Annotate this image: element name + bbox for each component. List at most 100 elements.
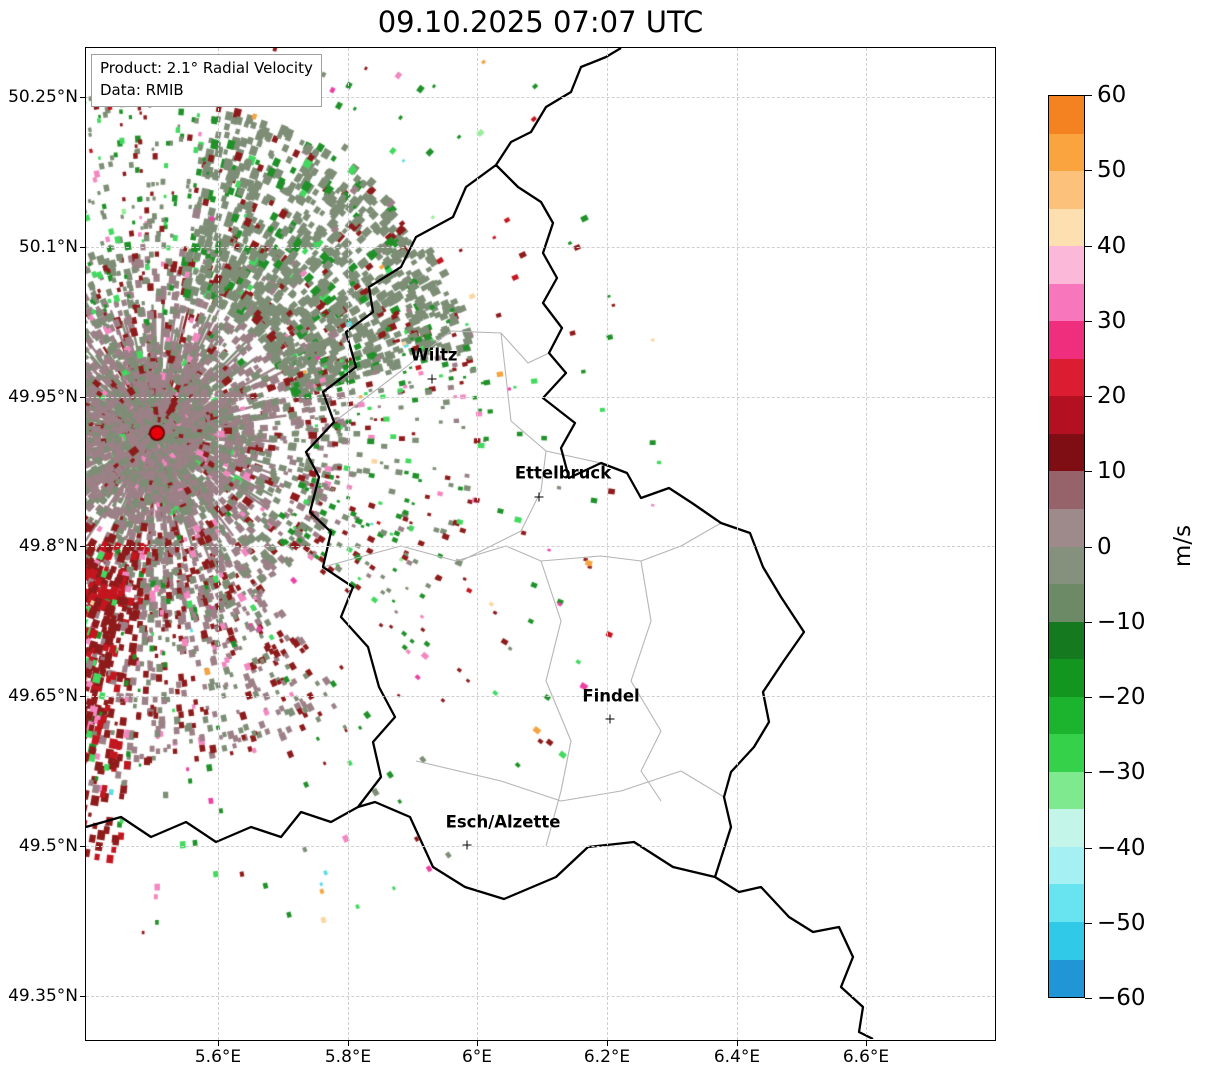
colorbar-segment xyxy=(1049,621,1084,660)
colorbar-tick-label: 30 xyxy=(1097,307,1127,334)
x-tick-mark xyxy=(218,1041,220,1046)
x-tick-mark xyxy=(737,1041,739,1046)
colorbar-tick-mark xyxy=(1085,621,1092,623)
colorbar-tick-mark xyxy=(1085,396,1092,398)
y-tick-label: 50.25°N xyxy=(8,87,78,107)
plot-area xyxy=(85,47,996,1041)
colorbar-tick-mark xyxy=(1085,697,1092,699)
gridline-vertical xyxy=(477,48,478,1040)
city-label-findel: Findel xyxy=(582,686,640,706)
colorbar-segment xyxy=(1049,696,1084,735)
legend-data-line: Data: RMIB xyxy=(100,80,184,99)
gridline-vertical xyxy=(348,48,349,1040)
city-label-wiltz: Wiltz xyxy=(410,345,458,365)
colorbar-tick-label: 40 xyxy=(1097,232,1127,259)
colorbar-segment xyxy=(1049,433,1084,472)
colorbar-tick-label: 20 xyxy=(1097,383,1127,409)
plot-title: 09.10.2025 07:07 UTC xyxy=(377,5,704,39)
colorbar-tick-mark xyxy=(1085,320,1092,322)
y-tick-label: 49.95°N xyxy=(8,387,78,407)
colorbar-tick-mark xyxy=(1085,998,1092,1000)
colorbar-segment xyxy=(1049,171,1084,209)
y-tick-label: 49.5°N xyxy=(18,836,78,856)
city-marker-esch-alzette xyxy=(462,840,472,850)
colorbar-tick-label: −10 xyxy=(1097,608,1146,635)
y-tick-label: 49.65°N xyxy=(8,686,78,706)
y-tick-mark xyxy=(80,397,85,399)
x-tick-mark xyxy=(866,1041,868,1046)
colorbar-segment xyxy=(1049,809,1084,847)
x-tick-mark xyxy=(348,1041,350,1046)
colorbar-tick-label: −60 xyxy=(1097,985,1146,1011)
colorbar-segment xyxy=(1049,358,1084,397)
colorbar-tick-mark xyxy=(1085,546,1092,548)
colorbar-tick-label: −30 xyxy=(1097,759,1146,786)
colorbar-segment xyxy=(1049,846,1084,885)
y-tick-mark xyxy=(80,247,85,249)
colorbar-segment xyxy=(1049,546,1084,585)
colorbar-tick-label: 60 xyxy=(1097,82,1127,108)
city-label-ettelbruck: Ettelbruck xyxy=(514,463,612,483)
y-tick-label: 50.1°N xyxy=(18,237,78,257)
colorbar-tick-label: −20 xyxy=(1097,684,1146,710)
gridline-vertical xyxy=(737,48,738,1040)
gridline-horizontal xyxy=(86,397,995,398)
city-marker-wiltz xyxy=(427,374,437,384)
gridline-horizontal xyxy=(86,247,995,248)
gridline-horizontal xyxy=(86,996,995,997)
district-border-path xyxy=(322,330,725,847)
colorbar-segment xyxy=(1049,471,1084,510)
colorbar-tick-label: 10 xyxy=(1097,458,1127,485)
map-borders-svg xyxy=(86,48,874,1039)
colorbar-segment xyxy=(1049,96,1084,134)
gridline-vertical xyxy=(866,48,867,1040)
colorbar-tick-mark xyxy=(1085,170,1092,172)
colorbar-segment xyxy=(1049,884,1084,923)
colorbar-tick-mark xyxy=(1085,922,1092,924)
y-tick-mark xyxy=(80,846,85,848)
legend-product-line: Product: 2.1° Radial Velocity xyxy=(100,59,313,77)
x-tick-label: 6.4°E xyxy=(713,1047,761,1067)
x-tick-label: 5.8°E xyxy=(324,1047,372,1067)
country-border-path xyxy=(86,48,874,1039)
colorbar-tick-mark xyxy=(1085,245,1092,247)
x-tick-mark xyxy=(477,1041,479,1046)
colorbar-segment xyxy=(1049,283,1084,322)
colorbar-segment xyxy=(1049,922,1084,960)
y-tick-label: 49.35°N xyxy=(8,986,78,1006)
colorbar-segment xyxy=(1049,246,1084,284)
city-marker-ettelbruck xyxy=(534,492,544,502)
gridline-horizontal xyxy=(86,696,995,697)
gridline-horizontal xyxy=(86,846,995,847)
y-tick-mark xyxy=(80,97,85,99)
gridline-vertical xyxy=(218,48,219,1040)
colorbar-tick-label: 0 xyxy=(1097,533,1112,560)
y-tick-label: 49.8°N xyxy=(18,536,78,556)
colorbar-segment xyxy=(1049,734,1084,772)
colorbar-tick-label: −50 xyxy=(1097,909,1146,936)
city-marker-findel xyxy=(605,714,615,724)
gridline-horizontal xyxy=(86,97,995,98)
colorbar-segment xyxy=(1049,659,1084,697)
x-tick-label: 6.6°E xyxy=(842,1047,890,1067)
y-tick-mark xyxy=(80,546,85,548)
colorbar-tick-mark xyxy=(1085,772,1092,774)
colorbar-segment xyxy=(1049,771,1084,810)
colorbar-segment xyxy=(1049,208,1084,247)
x-tick-label: 6°E xyxy=(461,1047,493,1067)
product-legend: Product: 2.1° Radial Velocity Data: RMIB xyxy=(91,54,322,107)
y-tick-mark xyxy=(80,996,85,998)
colorbar-segment xyxy=(1049,396,1084,434)
gridline-horizontal xyxy=(86,546,995,547)
colorbar-tick-label: −40 xyxy=(1097,834,1146,861)
gridline-vertical xyxy=(607,48,608,1040)
colorbar-segment xyxy=(1049,509,1084,547)
colorbar-segment xyxy=(1049,321,1084,359)
colorbar-segment xyxy=(1049,584,1084,622)
colorbar-segment xyxy=(1049,133,1084,172)
city-label-esch-alzette: Esch/Alzette xyxy=(445,812,561,832)
colorbar-tick-mark xyxy=(1085,95,1092,97)
y-tick-mark xyxy=(80,696,85,698)
radar-canvas xyxy=(86,48,995,1039)
